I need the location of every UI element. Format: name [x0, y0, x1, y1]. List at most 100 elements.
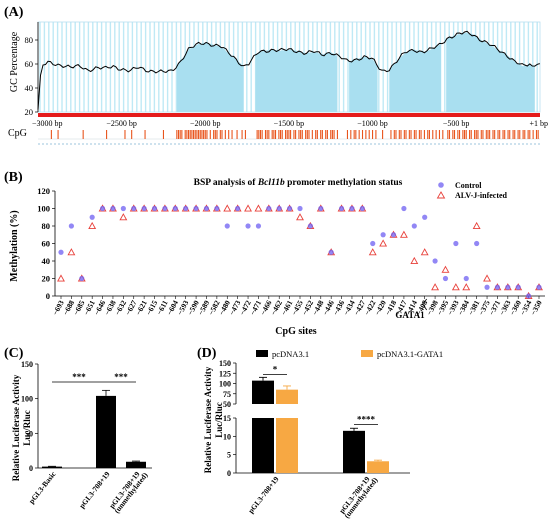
- control-point: [338, 205, 345, 212]
- gc-x-tick-label: −500 bp: [443, 119, 470, 128]
- control-point: [515, 284, 521, 290]
- d-y-tick-label: 15: [223, 414, 231, 423]
- control-point: [463, 275, 469, 282]
- methylation-y-tick-label: 40: [42, 256, 51, 266]
- c-y-tick-label: 100: [21, 395, 33, 404]
- legend-gata1-label: pcDNA3.1-GATA1: [377, 349, 443, 359]
- d-bar: [252, 380, 274, 404]
- alv-infected-point: [472, 221, 481, 230]
- control-point: [318, 205, 324, 212]
- panel-label-c: (C): [4, 346, 24, 361]
- alv-infected-point: [244, 204, 253, 212]
- d-bar: [276, 389, 298, 404]
- c-y-axis-label: Relative Luciferase Activity: [11, 374, 21, 481]
- c-y-tick-label: 150: [21, 360, 33, 369]
- d-bar: [367, 461, 389, 473]
- gata1-annotation: GATA1: [395, 310, 425, 320]
- gc-y-tick-label: 40: [25, 83, 34, 93]
- control-point: [224, 223, 230, 229]
- d-y-tick-label: 150: [219, 359, 231, 368]
- legend-alv-label: ALV-J-infected: [455, 191, 508, 200]
- panel-label-a: (A): [4, 5, 24, 20]
- control-point: [203, 205, 210, 212]
- cpg-island-area: [389, 43, 442, 112]
- methylation-x-tick-label: −350: [529, 298, 544, 316]
- alv-infected-point: [462, 283, 471, 291]
- legend-control-marker: [438, 182, 444, 188]
- alv-infected-point: [67, 248, 76, 256]
- control-point: [442, 275, 449, 282]
- control-point: [380, 232, 386, 238]
- alv-infected-point: [119, 213, 128, 221]
- gc-y-axis-label: GC Percentage: [9, 31, 20, 92]
- alv-infected-point: [223, 204, 232, 212]
- methylation-y-tick-label: 0: [46, 291, 50, 301]
- gc-x-tick-label: +1 bp: [529, 119, 548, 128]
- control-point: [370, 240, 376, 247]
- gc-y-tick-label: 60: [25, 59, 34, 69]
- methylation-y-tick-label: 60: [42, 239, 51, 249]
- c-bar: [42, 466, 62, 468]
- d-y-axis-label: Relative Luciferase Activity: [203, 366, 213, 473]
- alv-infected-point: [431, 283, 440, 291]
- control-point: [151, 205, 158, 212]
- cpg-island-area: [349, 56, 378, 112]
- legend-gata1-swatch: [361, 350, 373, 357]
- control-point: [193, 205, 199, 212]
- d-significance-label: *: [273, 364, 278, 374]
- control-point: [214, 205, 220, 212]
- control-point: [422, 214, 428, 220]
- control-point: [183, 205, 189, 212]
- gc-x-tick-label: −3000 bp: [32, 119, 63, 128]
- control-point: [287, 205, 293, 212]
- alv-infected-point: [399, 230, 408, 238]
- control-point: [255, 223, 262, 229]
- alv-infected-point: [441, 265, 450, 273]
- control-point: [120, 205, 126, 212]
- gc-x-tick-label: −1500 bp: [274, 119, 305, 128]
- methylation-x-axis-label: CpG sites: [275, 326, 317, 337]
- control-point: [359, 205, 365, 212]
- methylation-chart: BSP analysis of Bcl11b promoter methylat…: [9, 178, 545, 337]
- c-y-tick-label: 0: [29, 464, 33, 473]
- methylation-y-tick-label: 120: [37, 186, 50, 196]
- gc-x-tick-label: −2000 bp: [190, 119, 221, 128]
- alv-infected-point: [379, 239, 388, 247]
- alv-infected-point: [420, 248, 429, 256]
- alv-infected-point: [57, 274, 65, 282]
- legend-pcdna-label: pcDNA3.1: [272, 349, 309, 359]
- control-point: [474, 240, 480, 247]
- control-point: [411, 223, 417, 229]
- control-point: [99, 205, 106, 212]
- d-y-tick-label: 50: [223, 400, 231, 409]
- d-bar: [343, 430, 365, 473]
- d-y-tick-label: 100: [219, 380, 231, 389]
- control-point: [110, 205, 116, 212]
- c-y-tick-label: 50: [25, 429, 33, 438]
- control-point: [390, 232, 397, 238]
- c-x-tick-label: pGL3-Basic: [27, 469, 58, 505]
- methylation-y-tick-label: 20: [42, 274, 51, 284]
- cpg-island-area: [255, 49, 338, 112]
- control-point: [172, 205, 178, 212]
- methylation-y-tick-label: 100: [37, 204, 50, 214]
- control-point: [401, 205, 407, 212]
- gata1-bracket: [422, 298, 428, 311]
- gc-y-tick-label: 20: [25, 107, 34, 117]
- d-y-tick-label: 75: [223, 390, 231, 399]
- gc-x-tick-label: −2500 bp: [106, 119, 137, 128]
- control-point: [235, 205, 241, 212]
- d-y-tick-label: 0: [227, 469, 231, 478]
- d-y-tick-label: 5: [227, 451, 231, 460]
- cpg-island-area: [176, 42, 244, 112]
- alv-infected-point: [483, 274, 492, 282]
- control-point: [453, 240, 459, 247]
- methylation-y-axis-label: Methylation (%): [9, 210, 20, 281]
- methylation-y-tick-label: 80: [42, 221, 51, 231]
- control-point: [79, 275, 85, 282]
- control-point: [68, 223, 74, 229]
- control-point: [58, 249, 64, 255]
- luciferase-chart-d: Relative Luciferase Activity Luc/Rluc pc…: [203, 349, 443, 520]
- gc-x-tick-label: −1000 bp: [357, 119, 388, 128]
